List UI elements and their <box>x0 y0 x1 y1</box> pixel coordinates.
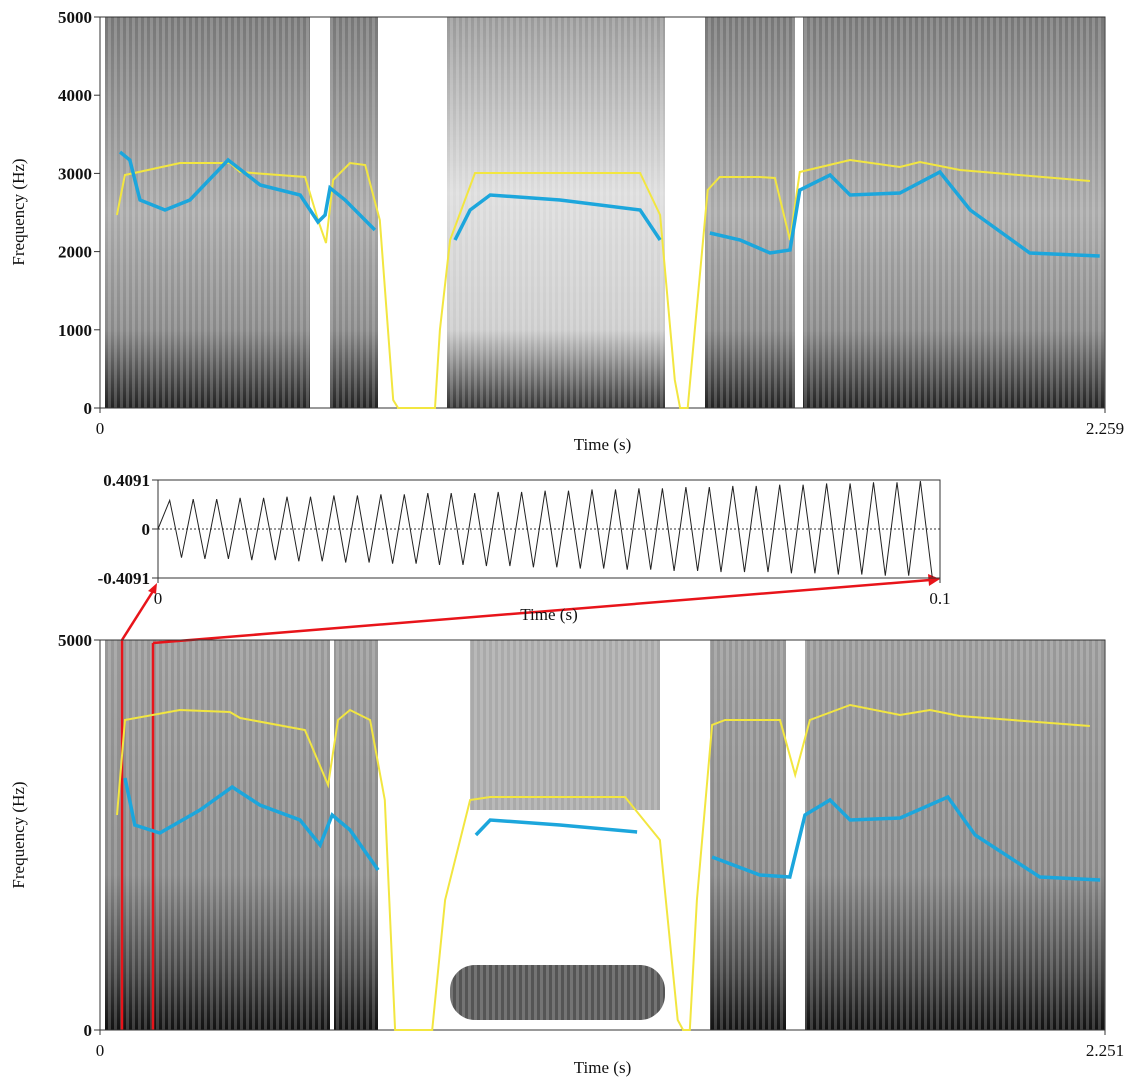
x-tick-label: 0 <box>154 589 163 608</box>
y-tick-label: 3000 <box>58 164 92 183</box>
formant-track <box>116 703 1090 1031</box>
zoom-indicator <box>120 574 940 1030</box>
spectrogram-image <box>100 17 1105 1030</box>
y-tick-label: 2000 <box>58 243 92 262</box>
y-tick-label: 0.4091 <box>103 471 150 490</box>
formant-track <box>118 150 1100 258</box>
y-tick-label: 0 <box>142 520 151 539</box>
y-tick-label: 5000 <box>58 8 92 27</box>
x-tick-label: 0 <box>96 1041 105 1060</box>
plot-frame <box>99 639 1106 1031</box>
x-tick-label: 0 <box>96 419 105 438</box>
plot-frame <box>99 16 1106 409</box>
y-tick-label: 0 <box>84 399 93 418</box>
x-tick-label: 2.251 <box>1086 1041 1124 1060</box>
y-tick-label: 4000 <box>58 86 92 105</box>
y-axis-label: Frequency (Hz) <box>9 158 28 265</box>
waveform <box>157 481 933 577</box>
formant-track <box>123 777 1101 882</box>
y-tick-label: 5000 <box>58 631 92 650</box>
x-axis-label: Time (s) <box>520 605 577 624</box>
y-tick-label: 1000 <box>58 321 92 340</box>
x-axis-label: Time (s) <box>574 435 631 454</box>
formant-track <box>115 158 1090 409</box>
y-axis-label: Frequency (Hz) <box>9 781 28 888</box>
x-tick-label: 0.1 <box>929 589 950 608</box>
y-tick-label: 0 <box>84 1021 93 1040</box>
x-axis-label: Time (s) <box>574 1058 631 1077</box>
x-tick-label: 2.259 <box>1086 419 1124 438</box>
y-tick-label: -0.4091 <box>98 569 150 588</box>
